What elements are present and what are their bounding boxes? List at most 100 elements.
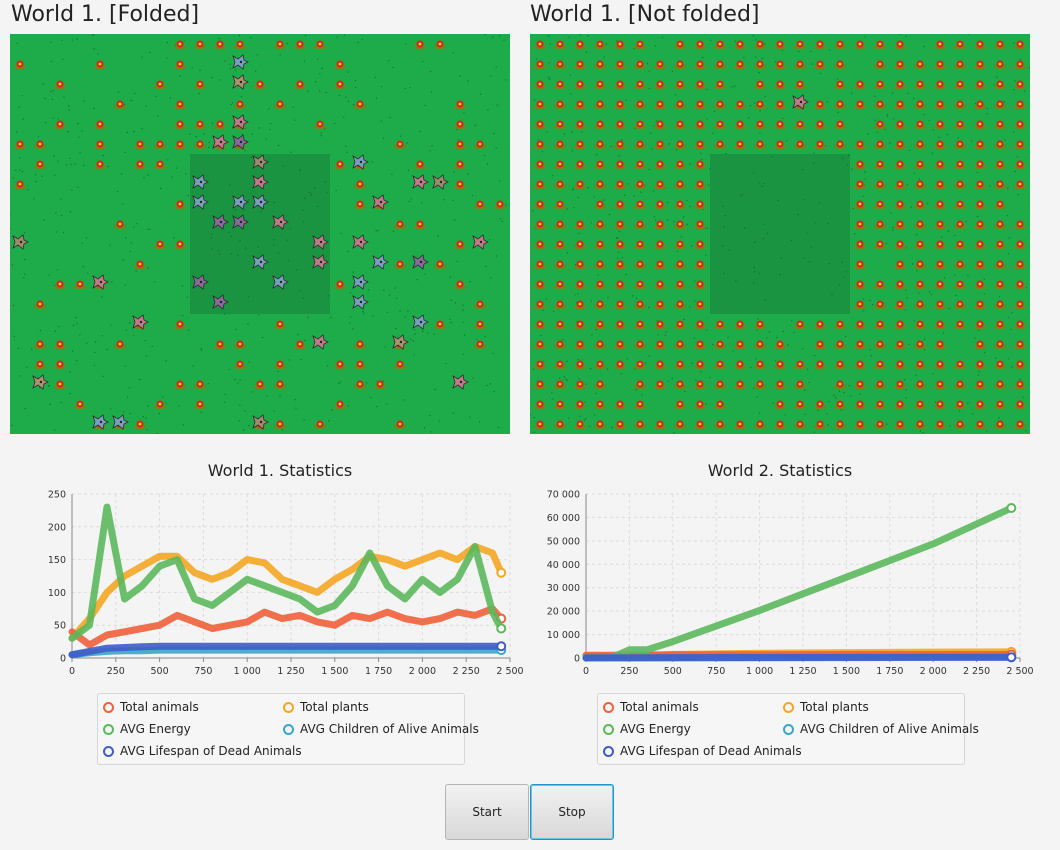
grass-dot <box>848 384 851 387</box>
plant-icon <box>914 220 926 230</box>
animal-icon <box>232 54 249 70</box>
world-2-map-canvas <box>530 34 1030 434</box>
plant-icon <box>774 40 786 50</box>
grass-dot <box>87 272 89 274</box>
series-line <box>68 605 505 649</box>
grass-dot <box>55 231 57 233</box>
plant-icon <box>874 100 886 110</box>
animal-icon <box>352 294 369 310</box>
grass-dot <box>23 276 25 279</box>
plant-icon <box>674 280 686 290</box>
plant-icon <box>974 360 986 370</box>
animal-icon <box>372 194 389 210</box>
plant-icon <box>774 360 786 370</box>
grass-dot <box>779 273 781 276</box>
grass-dot <box>974 102 977 105</box>
grass-dot <box>304 197 306 199</box>
x-tick-label: 2 250 <box>963 666 990 677</box>
grass-dot <box>989 185 991 187</box>
plant-icon <box>934 180 946 190</box>
grass-dot <box>430 91 433 93</box>
grass-dot <box>237 254 239 256</box>
grass-dot <box>755 56 757 58</box>
stop-button[interactable]: Stop <box>530 784 614 840</box>
plant-icon <box>494 200 506 210</box>
plant-icon <box>774 80 786 90</box>
grass-dot <box>248 361 250 363</box>
grass-dot <box>469 416 471 418</box>
plant-icon <box>634 180 646 190</box>
plant-icon <box>694 200 706 210</box>
grass-dot <box>242 429 245 431</box>
animal-icon <box>352 274 369 290</box>
grass-dot <box>224 401 226 403</box>
plant-icon <box>434 320 446 330</box>
grass-dot <box>976 171 979 174</box>
grass-dot <box>756 396 758 398</box>
plant-icon <box>994 200 1006 210</box>
grass-dot <box>380 120 383 122</box>
grass-dot <box>913 172 916 175</box>
grass-dot <box>905 289 907 291</box>
plant-icon <box>694 340 706 350</box>
grass-dot <box>567 417 570 419</box>
grass-dot <box>330 316 332 319</box>
plant-icon <box>594 140 606 150</box>
plant-icon <box>954 40 966 50</box>
grass-dot <box>1008 237 1010 239</box>
plant-icon <box>74 400 86 410</box>
plant-icon <box>554 400 566 410</box>
grass-dot <box>1007 316 1010 319</box>
grass-dot <box>400 135 402 137</box>
grass-dot <box>810 246 813 248</box>
grass-dot <box>92 34 95 36</box>
plant-icon <box>794 360 806 370</box>
grass-dot <box>618 230 621 233</box>
x-tick-label: 1 000 <box>746 666 773 677</box>
legend-label: Total animals <box>620 700 699 714</box>
grass-dot <box>474 124 476 127</box>
grass-dot <box>303 60 306 62</box>
world-2-map <box>530 34 1030 434</box>
grass-dot <box>22 118 24 120</box>
grass-dot <box>891 92 894 94</box>
plant-icon <box>974 100 986 110</box>
grass-dot <box>654 45 657 47</box>
grass-dot <box>147 174 149 176</box>
plant-icon <box>454 280 466 290</box>
plant-icon <box>894 140 906 150</box>
grass-dot <box>211 76 213 79</box>
plant-icon <box>714 400 726 410</box>
grass-dot <box>265 138 267 140</box>
plant-icon <box>154 80 166 90</box>
plant-icon <box>754 80 766 90</box>
plant-icon <box>894 420 906 430</box>
grass-dot <box>690 245 693 247</box>
grass-dot <box>266 395 268 397</box>
grass-dot <box>70 163 72 165</box>
grass-dot <box>1019 58 1022 60</box>
grass-dot <box>409 87 411 89</box>
grass-dot <box>532 210 534 212</box>
grass-dot <box>713 111 716 113</box>
grass-dot <box>615 237 618 239</box>
grass-dot <box>693 337 696 339</box>
plant-icon <box>234 100 246 110</box>
grass-dot <box>827 424 829 426</box>
grass-dot <box>75 316 77 319</box>
grass-dot <box>30 348 33 350</box>
plant-icon <box>874 420 886 430</box>
plant-icon <box>614 140 626 150</box>
plant-icon <box>974 420 986 430</box>
plant-icon <box>714 120 726 130</box>
grass-dot <box>710 39 712 41</box>
start-button[interactable]: Start <box>445 784 529 840</box>
legend-label: AVG Children of Alive Animals <box>300 722 479 736</box>
grass-dot <box>577 293 579 295</box>
grass-dot <box>361 39 363 41</box>
grass-dot <box>837 111 839 114</box>
grass-dot <box>871 304 874 306</box>
grass-dot <box>165 402 167 404</box>
grass-dot <box>154 281 156 283</box>
grass-dot <box>922 432 924 434</box>
